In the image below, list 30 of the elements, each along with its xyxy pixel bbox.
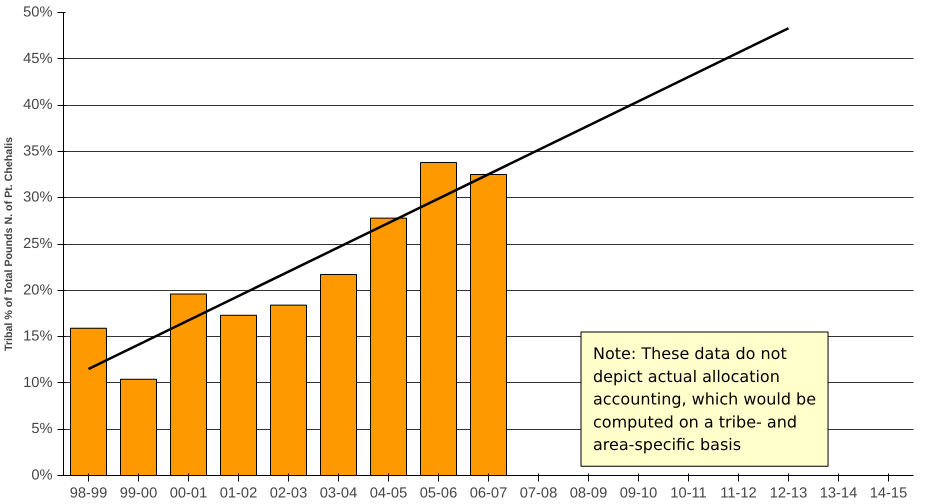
x-tick-label: 11-12 xyxy=(720,486,757,502)
x-tick-label: 01-02 xyxy=(220,486,258,502)
x-tick-label: 08-09 xyxy=(570,486,608,502)
x-tick-label: 05-06 xyxy=(420,486,458,502)
x-tick-label: 03-04 xyxy=(320,486,358,502)
x-tick-label: 99-00 xyxy=(120,486,158,502)
x-tick-label: 04-05 xyxy=(370,486,408,502)
x-tick-label: 13-14 xyxy=(820,486,858,502)
y-tick-label: 30% xyxy=(23,190,53,206)
x-tick-label: 02-03 xyxy=(270,486,308,502)
x-tick-label: 14-15 xyxy=(870,486,908,502)
y-tick-label: 45% xyxy=(23,50,53,67)
y-tick-label: 15% xyxy=(23,328,53,345)
x-tick-label: 12-13 xyxy=(770,486,808,502)
y-tick-label: 35% xyxy=(23,143,53,160)
x-tick-label: 98-99 xyxy=(70,486,108,502)
y-tick-label: 25% xyxy=(23,236,53,252)
y-tick-label: 5% xyxy=(31,421,53,438)
y-tick-label: 40% xyxy=(23,97,53,114)
y-axis-title: Tribal % of Total Pounds N. of Pt. Chehalis xyxy=(3,136,16,352)
x-tick-label: 09-10 xyxy=(620,486,658,502)
y-tick-label: 0% xyxy=(31,468,53,484)
x-tick-label: 10-11 xyxy=(670,486,707,502)
x-tick-label: 06-07 xyxy=(470,486,508,502)
y-tick-label: 10% xyxy=(23,374,53,391)
y-tick-label: 50% xyxy=(23,4,53,20)
x-tick-label: 00-01 xyxy=(170,486,208,502)
annotation: Note: These data do not depict actual allocation accounting, which would be computed on a tribe- and area-specific basis xyxy=(593,344,816,454)
x-tick-label: 07-08 xyxy=(520,486,558,502)
y-tick-label: 20% xyxy=(23,282,53,298)
